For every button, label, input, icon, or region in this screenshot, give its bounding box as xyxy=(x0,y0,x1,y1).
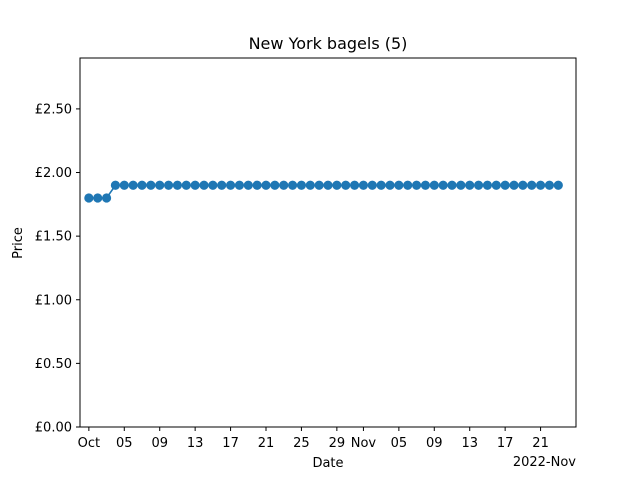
y-tick-label: £1.50 xyxy=(35,230,72,245)
data-point xyxy=(535,180,546,190)
data-point xyxy=(199,180,209,190)
x-tick-label: 21 xyxy=(258,436,275,451)
x-tick-label: 17 xyxy=(222,436,239,451)
data-point xyxy=(270,180,280,190)
data-point xyxy=(287,180,298,190)
data-point xyxy=(473,180,484,190)
data-point xyxy=(225,180,236,190)
data-point xyxy=(314,180,324,190)
data-point xyxy=(544,180,555,190)
x-tick-label: 13 xyxy=(187,436,204,451)
data-point xyxy=(190,180,200,190)
data-point xyxy=(527,180,537,190)
data-point xyxy=(482,180,493,190)
data-point xyxy=(411,180,422,190)
data-point xyxy=(456,180,466,190)
data-point xyxy=(349,180,360,190)
x-axis-label: Date xyxy=(312,456,343,471)
data-point xyxy=(234,180,245,190)
x-tick-label: 09 xyxy=(151,436,168,451)
data-point xyxy=(447,180,457,190)
chart-title: New York bagels (5) xyxy=(249,34,408,53)
x-tick-label: 09 xyxy=(426,436,443,451)
data-point xyxy=(323,180,333,190)
data-point xyxy=(155,180,165,190)
y-axis-label: Price xyxy=(11,227,26,259)
x-tick-label: 25 xyxy=(293,436,310,451)
plot-area xyxy=(84,180,563,203)
data-point xyxy=(367,180,377,190)
data-point xyxy=(341,180,351,190)
data-point xyxy=(518,180,528,190)
data-point xyxy=(403,180,413,190)
data-point xyxy=(110,180,121,190)
data-point xyxy=(146,180,156,190)
data-point xyxy=(385,180,395,190)
y-tick-label: £1.00 xyxy=(35,293,72,308)
x-tick-label: 13 xyxy=(461,436,478,451)
data-point xyxy=(101,193,112,203)
y-tick-label: £0.00 xyxy=(35,421,72,436)
data-point xyxy=(84,193,94,203)
x-tick-label: Oct xyxy=(78,436,100,451)
x-tick-label: 21 xyxy=(532,436,549,451)
y-tick-label: £0.50 xyxy=(35,357,72,372)
data-point xyxy=(358,180,369,190)
x-tick-label: 05 xyxy=(391,436,408,451)
data-point xyxy=(500,180,510,190)
x-tick-label: 29 xyxy=(329,436,346,451)
x-tick-label: 17 xyxy=(497,436,514,451)
data-point xyxy=(438,180,448,190)
data-point xyxy=(376,180,386,190)
data-point xyxy=(261,180,271,190)
y-tick-label: £2.00 xyxy=(35,166,72,181)
data-point xyxy=(172,180,183,190)
data-point xyxy=(137,180,147,190)
y-axis: £0.00 £0.50 £1.00 £1.50 £2.00 £2.50 xyxy=(35,102,80,436)
x-tick-label: 05 xyxy=(116,436,133,451)
data-point xyxy=(243,180,253,190)
data-point xyxy=(332,180,342,190)
data-point xyxy=(208,180,218,190)
data-point xyxy=(252,180,262,190)
data-point xyxy=(296,180,307,190)
data-point xyxy=(491,180,501,190)
data-point xyxy=(509,180,519,190)
data-point xyxy=(553,180,563,190)
x-axis: Oct 05 09 13 17 21 25 29 Nov 05 09 13 17 21 xyxy=(78,427,549,451)
data-point xyxy=(420,180,431,190)
data-point xyxy=(394,180,404,190)
data-point xyxy=(93,193,103,203)
plot-frame xyxy=(79,57,577,428)
x-tick-label: Nov xyxy=(351,436,377,451)
x-axis-offset-label: 2022-Nov xyxy=(513,455,576,470)
data-point xyxy=(305,180,315,190)
data-point xyxy=(163,180,174,190)
y-tick-label: £2.50 xyxy=(35,102,72,117)
data-point xyxy=(119,180,129,190)
data-point xyxy=(181,180,191,190)
data-point xyxy=(217,180,227,190)
data-point xyxy=(429,180,439,190)
data-point xyxy=(465,180,475,190)
data-point xyxy=(279,180,289,190)
data-point xyxy=(128,180,138,190)
